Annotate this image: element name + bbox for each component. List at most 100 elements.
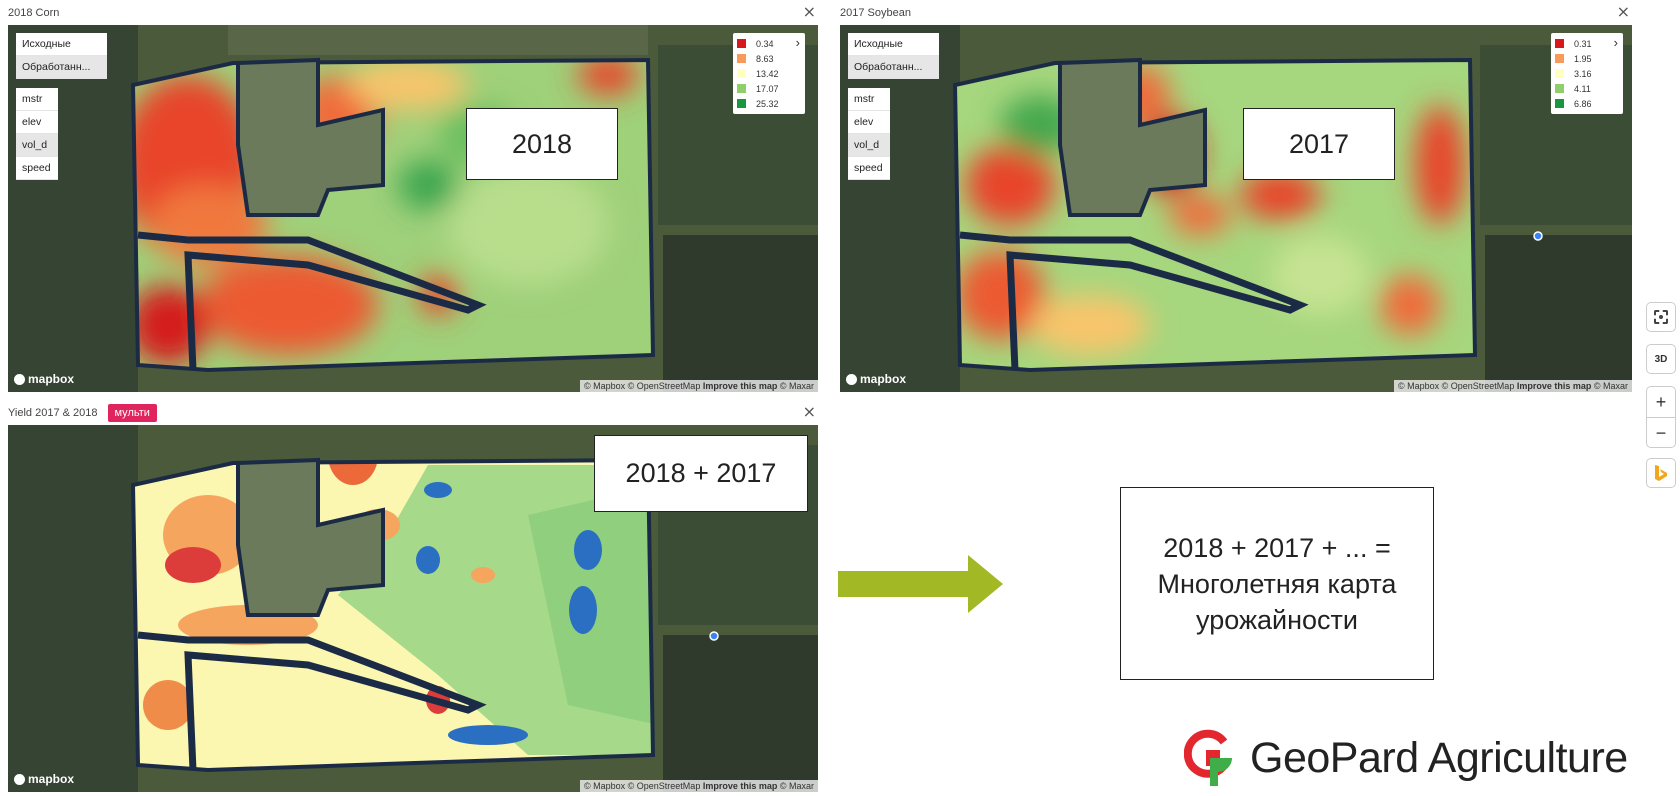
attribution-prefix: © Mapbox © OpenStreetMap — [1398, 381, 1517, 391]
legend-value: 3.16 — [1574, 68, 1592, 79]
year-label: 2018 + 2017 — [594, 435, 808, 512]
mapbox-logo[interactable]: mapbox — [14, 772, 74, 786]
result-line-2: Многолетняя карта — [1157, 568, 1397, 599]
focus-button[interactable] — [1646, 302, 1676, 332]
legend-row: 25.32 — [737, 96, 801, 111]
legend-swatch — [737, 84, 746, 93]
map-attribution: © Mapbox © OpenStreetMap Improve this ma… — [1394, 380, 1632, 392]
3d-icon: 3D — [1654, 353, 1668, 365]
panel-title: 2017 Soybean — [840, 7, 911, 19]
legend-value: 25.32 — [756, 98, 779, 109]
map-view[interactable]: Исходные Обработанн... mstr elev vol_d s… — [840, 25, 1632, 392]
legend-swatch — [737, 39, 746, 48]
geopard-logo-icon — [1184, 729, 1233, 786]
layer-btn-mstr[interactable]: mstr — [16, 88, 58, 111]
legend-swatch — [1555, 69, 1564, 78]
year-label: 2017 — [1243, 108, 1395, 180]
layer-btn-vol-d[interactable]: vol_d — [16, 134, 58, 157]
bing-icon — [1655, 465, 1667, 481]
legend-row: 0.34 — [737, 36, 801, 51]
legend-swatch — [737, 99, 746, 108]
improve-map-link[interactable]: Improve this map — [1516, 381, 1592, 391]
map-attribution: © Mapbox © OpenStreetMap Improve this ma… — [580, 780, 818, 792]
attribution-suffix: © Maxar — [1591, 381, 1628, 391]
legend-swatch — [737, 54, 746, 63]
multi-badge: мульти — [107, 404, 157, 422]
legend-value: 0.31 — [1574, 38, 1592, 49]
layer-btn-elev[interactable]: elev — [16, 111, 58, 134]
mapbox-label: mapbox — [860, 372, 907, 386]
legend-value: 4.11 — [1574, 83, 1591, 94]
attribution-prefix: © Mapbox © OpenStreetMap — [584, 381, 703, 391]
panel-header: 2018 Corn × — [8, 2, 818, 24]
layer-btn-speed[interactable]: speed — [16, 157, 58, 180]
legend-swatch — [1555, 54, 1564, 63]
attribution-prefix: © Mapbox © OpenStreetMap — [584, 781, 703, 791]
map-view[interactable]: 2018 + 2017 mapbox © Mapbox © OpenStreet… — [8, 425, 818, 792]
mapbox-icon — [846, 373, 857, 385]
close-icon[interactable]: × — [802, 2, 816, 21]
layer-btn-processed[interactable]: Обработанн... — [848, 56, 939, 79]
arrow-right-icon — [838, 555, 1003, 613]
layer-btn-mstr[interactable]: mstr — [848, 88, 890, 111]
panel-header: 2017 Soybean × — [840, 2, 1630, 24]
mapbox-icon — [14, 773, 25, 785]
legend-row: 1.95 — [1555, 51, 1619, 66]
close-icon[interactable]: × — [1616, 2, 1630, 21]
attribution-suffix: © Maxar — [777, 781, 814, 791]
legend-row: 4.11 — [1555, 81, 1619, 96]
legend-row: 6.86 — [1555, 96, 1619, 111]
panel-header: Yield 2017 & 2018 мульти × — [8, 402, 818, 424]
improve-map-link[interactable]: Improve this map — [702, 381, 778, 391]
layer-btn-raw[interactable]: Исходные — [848, 33, 939, 56]
focus-icon — [1654, 310, 1668, 324]
field-heatmap — [840, 25, 1632, 392]
mapbox-icon — [14, 373, 25, 385]
close-icon[interactable]: × — [802, 402, 816, 421]
bing-button[interactable] — [1646, 458, 1676, 488]
zoom-in-button[interactable]: + — [1655, 392, 1667, 412]
layer-btn-vol-d[interactable]: vol_d — [848, 134, 890, 157]
brand: GeoPard Agriculture — [1184, 728, 1628, 788]
legend-row: 13.42 — [737, 66, 801, 81]
legend[interactable]: › 0.34 8.63 13.42 17.07 25.32 — [733, 33, 805, 114]
field-heatmap — [8, 25, 818, 392]
legend-swatch — [1555, 84, 1564, 93]
legend-value: 0.34 — [756, 38, 774, 49]
layer-switcher: Исходные Обработанн... mstr elev vol_d s… — [848, 33, 939, 180]
panel-title: 2018 Corn — [8, 7, 60, 19]
mapbox-logo[interactable]: mapbox — [846, 372, 906, 386]
mapbox-label: mapbox — [28, 372, 75, 386]
result-line-1: 2018 + 2017 + ... = — [1163, 532, 1391, 563]
3d-button[interactable]: 3D — [1646, 344, 1676, 374]
panel-2017-soybean: 2017 Soybean × — [840, 2, 1632, 392]
layer-btn-elev[interactable]: elev — [848, 111, 890, 134]
legend-swatch — [1555, 99, 1564, 108]
improve-map-link[interactable]: Improve this map — [702, 781, 778, 791]
map-attribution: © Mapbox © OpenStreetMap Improve this ma… — [580, 380, 818, 392]
legend-row: 3.16 — [1555, 66, 1619, 81]
brand-name: GeoPard Agriculture — [1250, 733, 1628, 782]
zoom-controls: + − — [1646, 386, 1676, 448]
result-line-3: урожайности — [1196, 604, 1358, 635]
layer-btn-processed[interactable]: Обработанн... — [16, 56, 107, 79]
layer-btn-speed[interactable]: speed — [848, 157, 890, 180]
legend-row: 8.63 — [737, 51, 801, 66]
panel-title: Yield 2017 & 2018 — [8, 407, 98, 419]
legend-value: 13.42 — [756, 68, 779, 79]
mapbox-label: mapbox — [28, 772, 75, 786]
zoom-out-button[interactable]: − — [1647, 417, 1675, 447]
panel-2018-corn: 2018 Corn × — [8, 2, 818, 392]
layer-switcher: Исходные Обработанн... mstr elev vol_d s… — [16, 33, 107, 180]
chevron-right-icon[interactable]: › — [795, 35, 800, 50]
legend[interactable]: › 0.31 1.95 3.16 4.11 6.86 — [1551, 33, 1623, 114]
chevron-right-icon[interactable]: › — [1613, 35, 1618, 50]
field-heatmap — [8, 425, 818, 792]
legend-value: 8.63 — [756, 53, 774, 64]
attribution-suffix: © Maxar — [777, 381, 814, 391]
legend-row: 0.31 — [1555, 36, 1619, 51]
layer-btn-raw[interactable]: Исходные — [16, 33, 107, 56]
map-view[interactable]: Исходные Обработанн... mstr elev vol_d s… — [8, 25, 818, 392]
mapbox-logo[interactable]: mapbox — [14, 372, 74, 386]
legend-value: 1.95 — [1574, 53, 1592, 64]
